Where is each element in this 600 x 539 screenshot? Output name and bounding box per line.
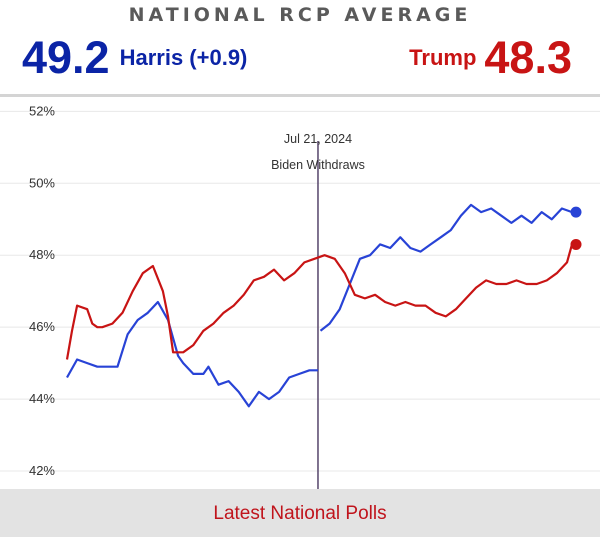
harris-average-value: 49.2: [22, 32, 110, 83]
trump-label: Trump: [409, 45, 477, 70]
trump-summary: Trump 48.3: [409, 32, 572, 84]
harris-end-point: [570, 206, 582, 218]
event-date-label: Jul 21, 2024: [284, 132, 352, 146]
y-tick-label: 46%: [29, 319, 55, 334]
y-tick-label: 44%: [29, 391, 55, 406]
y-tick-label: 42%: [29, 463, 55, 478]
trump-end-point: [570, 238, 582, 250]
harris-label: Harris (+0.9): [119, 45, 248, 70]
page-title: NATIONAL RCP AVERAGE: [128, 4, 472, 26]
series-line-2: [65, 244, 574, 360]
harris-summary: 49.2 Harris (+0.9): [22, 32, 247, 84]
latest-national-polls-link[interactable]: Latest National Polls: [0, 489, 600, 537]
chart-top-divider: [0, 94, 600, 97]
trump-average-value: 48.3: [484, 32, 572, 83]
y-tick-label: 52%: [29, 103, 55, 118]
y-tick-label: 50%: [29, 175, 55, 190]
event-label: Biden Withdraws: [271, 158, 365, 172]
series-line-0: [66, 300, 318, 408]
polling-average-chart: 52% 50% 48% 46% 44% 42% Jul 21, 2024 Biden With…: [0, 103, 600, 489]
y-tick-label: 48%: [29, 247, 55, 262]
series-line-1: [319, 203, 573, 332]
